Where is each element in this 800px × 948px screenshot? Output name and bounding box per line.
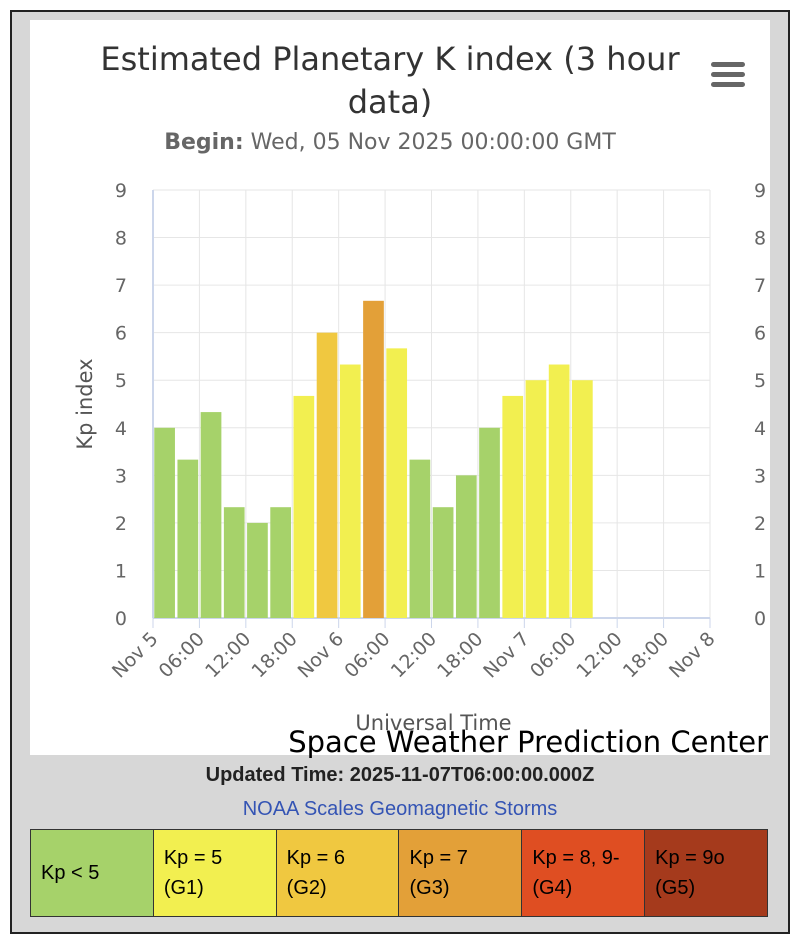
kp-bar <box>502 395 524 618</box>
x-tick-label: 12:00 <box>201 628 255 682</box>
y-tick-label-left: 2 <box>115 513 127 535</box>
y-tick-label-right: 4 <box>754 418 766 440</box>
y-tick-label-left: 3 <box>115 465 127 487</box>
kp-bar <box>548 364 570 618</box>
y-axis-title: Kp index <box>73 358 97 449</box>
y-tick-label-left: 8 <box>115 228 127 250</box>
kp-bar <box>200 412 222 618</box>
x-tick-label: 06:00 <box>526 628 580 682</box>
kp-bar <box>455 475 477 618</box>
x-tick-label: 12:00 <box>572 628 626 682</box>
y-tick-label-right: 7 <box>754 275 766 297</box>
legend-kp-below-5: Kp < 5 <box>30 829 154 917</box>
y-tick-label-right: 6 <box>754 323 766 345</box>
legend-kp-9o-g5: Kp = 9o (G5) <box>644 829 768 917</box>
x-tick-label: Nov 7 <box>479 628 534 683</box>
y-tick-label-left: 9 <box>115 180 127 202</box>
legend-kp-5-g1: Kp = 5 (G1) <box>152 829 277 917</box>
chart-title-line2: data) <box>347 83 433 121</box>
kp-bar <box>572 380 593 618</box>
kp-bar <box>247 522 268 618</box>
kp-bar <box>223 507 245 618</box>
noaa-scales-link[interactable]: NOAA Scales Geomagnetic Storms <box>242 798 558 820</box>
kp-bar <box>479 427 500 618</box>
kp-bar <box>270 507 291 618</box>
x-tick-label: 18:00 <box>619 628 673 682</box>
chart-panel: Estimated Planetary K index (3 hour data… <box>30 20 770 759</box>
x-tick-label: 18:00 <box>433 628 487 682</box>
x-tick-label: 06:00 <box>340 628 394 682</box>
y-tick-label-left: 0 <box>115 608 127 630</box>
chart-title-line1: Estimated Planetary K index (3 hour <box>100 40 680 78</box>
kp-bar <box>432 507 454 618</box>
y-tick-label-left: 4 <box>115 418 127 440</box>
legend-kp-6-g2: Kp = 6 (G2) <box>275 829 400 917</box>
x-axis-title: Universal Time <box>355 711 511 735</box>
hamburger-menu-icon[interactable] <box>708 58 748 92</box>
y-tick-label-left: 7 <box>115 275 127 297</box>
x-tick-label: 18:00 <box>248 628 302 682</box>
chart-subtitle: Begin: Wed, 05 Nov 2025 00:00:00 GMT <box>90 130 690 155</box>
y-tick-label-left: 5 <box>115 370 127 392</box>
x-tick-label: 12:00 <box>387 628 441 682</box>
chart-credit: Space Weather Prediction Center <box>288 725 768 759</box>
kp-bar <box>525 380 547 618</box>
y-tick-label-right: 5 <box>754 370 766 392</box>
x-tick-label: Nov 8 <box>665 628 720 683</box>
kp-bar <box>316 332 338 618</box>
y-tick-label-left: 6 <box>115 323 127 345</box>
kp-bar <box>177 459 199 618</box>
kp-bar <box>363 300 384 618</box>
chart-title: Estimated Planetary K index (3 hour data… <box>90 38 690 124</box>
y-tick-label-right: 1 <box>754 560 766 582</box>
y-tick-label-right: 3 <box>754 465 766 487</box>
y-tick-label-right: 9 <box>754 180 766 202</box>
y-tick-label-right: 0 <box>754 608 766 630</box>
x-tick-label: Nov 6 <box>294 628 349 683</box>
x-tick-label: Nov 5 <box>108 628 163 683</box>
subtitle-label: Begin: <box>164 130 244 155</box>
y-tick-label-right: 2 <box>754 513 766 535</box>
legend-kp-8-9-g4: Kp = 8, 9- (G4) <box>521 829 646 917</box>
kp-bar <box>386 348 408 618</box>
kp-bar <box>409 459 431 618</box>
subtitle-value: Wed, 05 Nov 2025 00:00:00 GMT <box>250 130 616 155</box>
y-tick-label-left: 1 <box>115 560 127 582</box>
updated-time: Updated Time: 2025-11-07T06:00:00.000Z <box>205 764 595 786</box>
kp-bar <box>293 395 315 618</box>
kp-bar <box>154 427 175 618</box>
kp-widget: Estimated Planetary K index (3 hour data… <box>10 10 790 934</box>
legend-kp-7-g3: Kp = 7 (G3) <box>398 829 523 917</box>
storm-scale-legend: Kp < 5 Kp = 5 (G1) Kp = 6 (G2) Kp = 7 (G… <box>30 829 768 917</box>
kp-bar <box>339 364 361 618</box>
y-tick-label-right: 8 <box>754 228 766 250</box>
x-tick-label: 06:00 <box>155 628 209 682</box>
